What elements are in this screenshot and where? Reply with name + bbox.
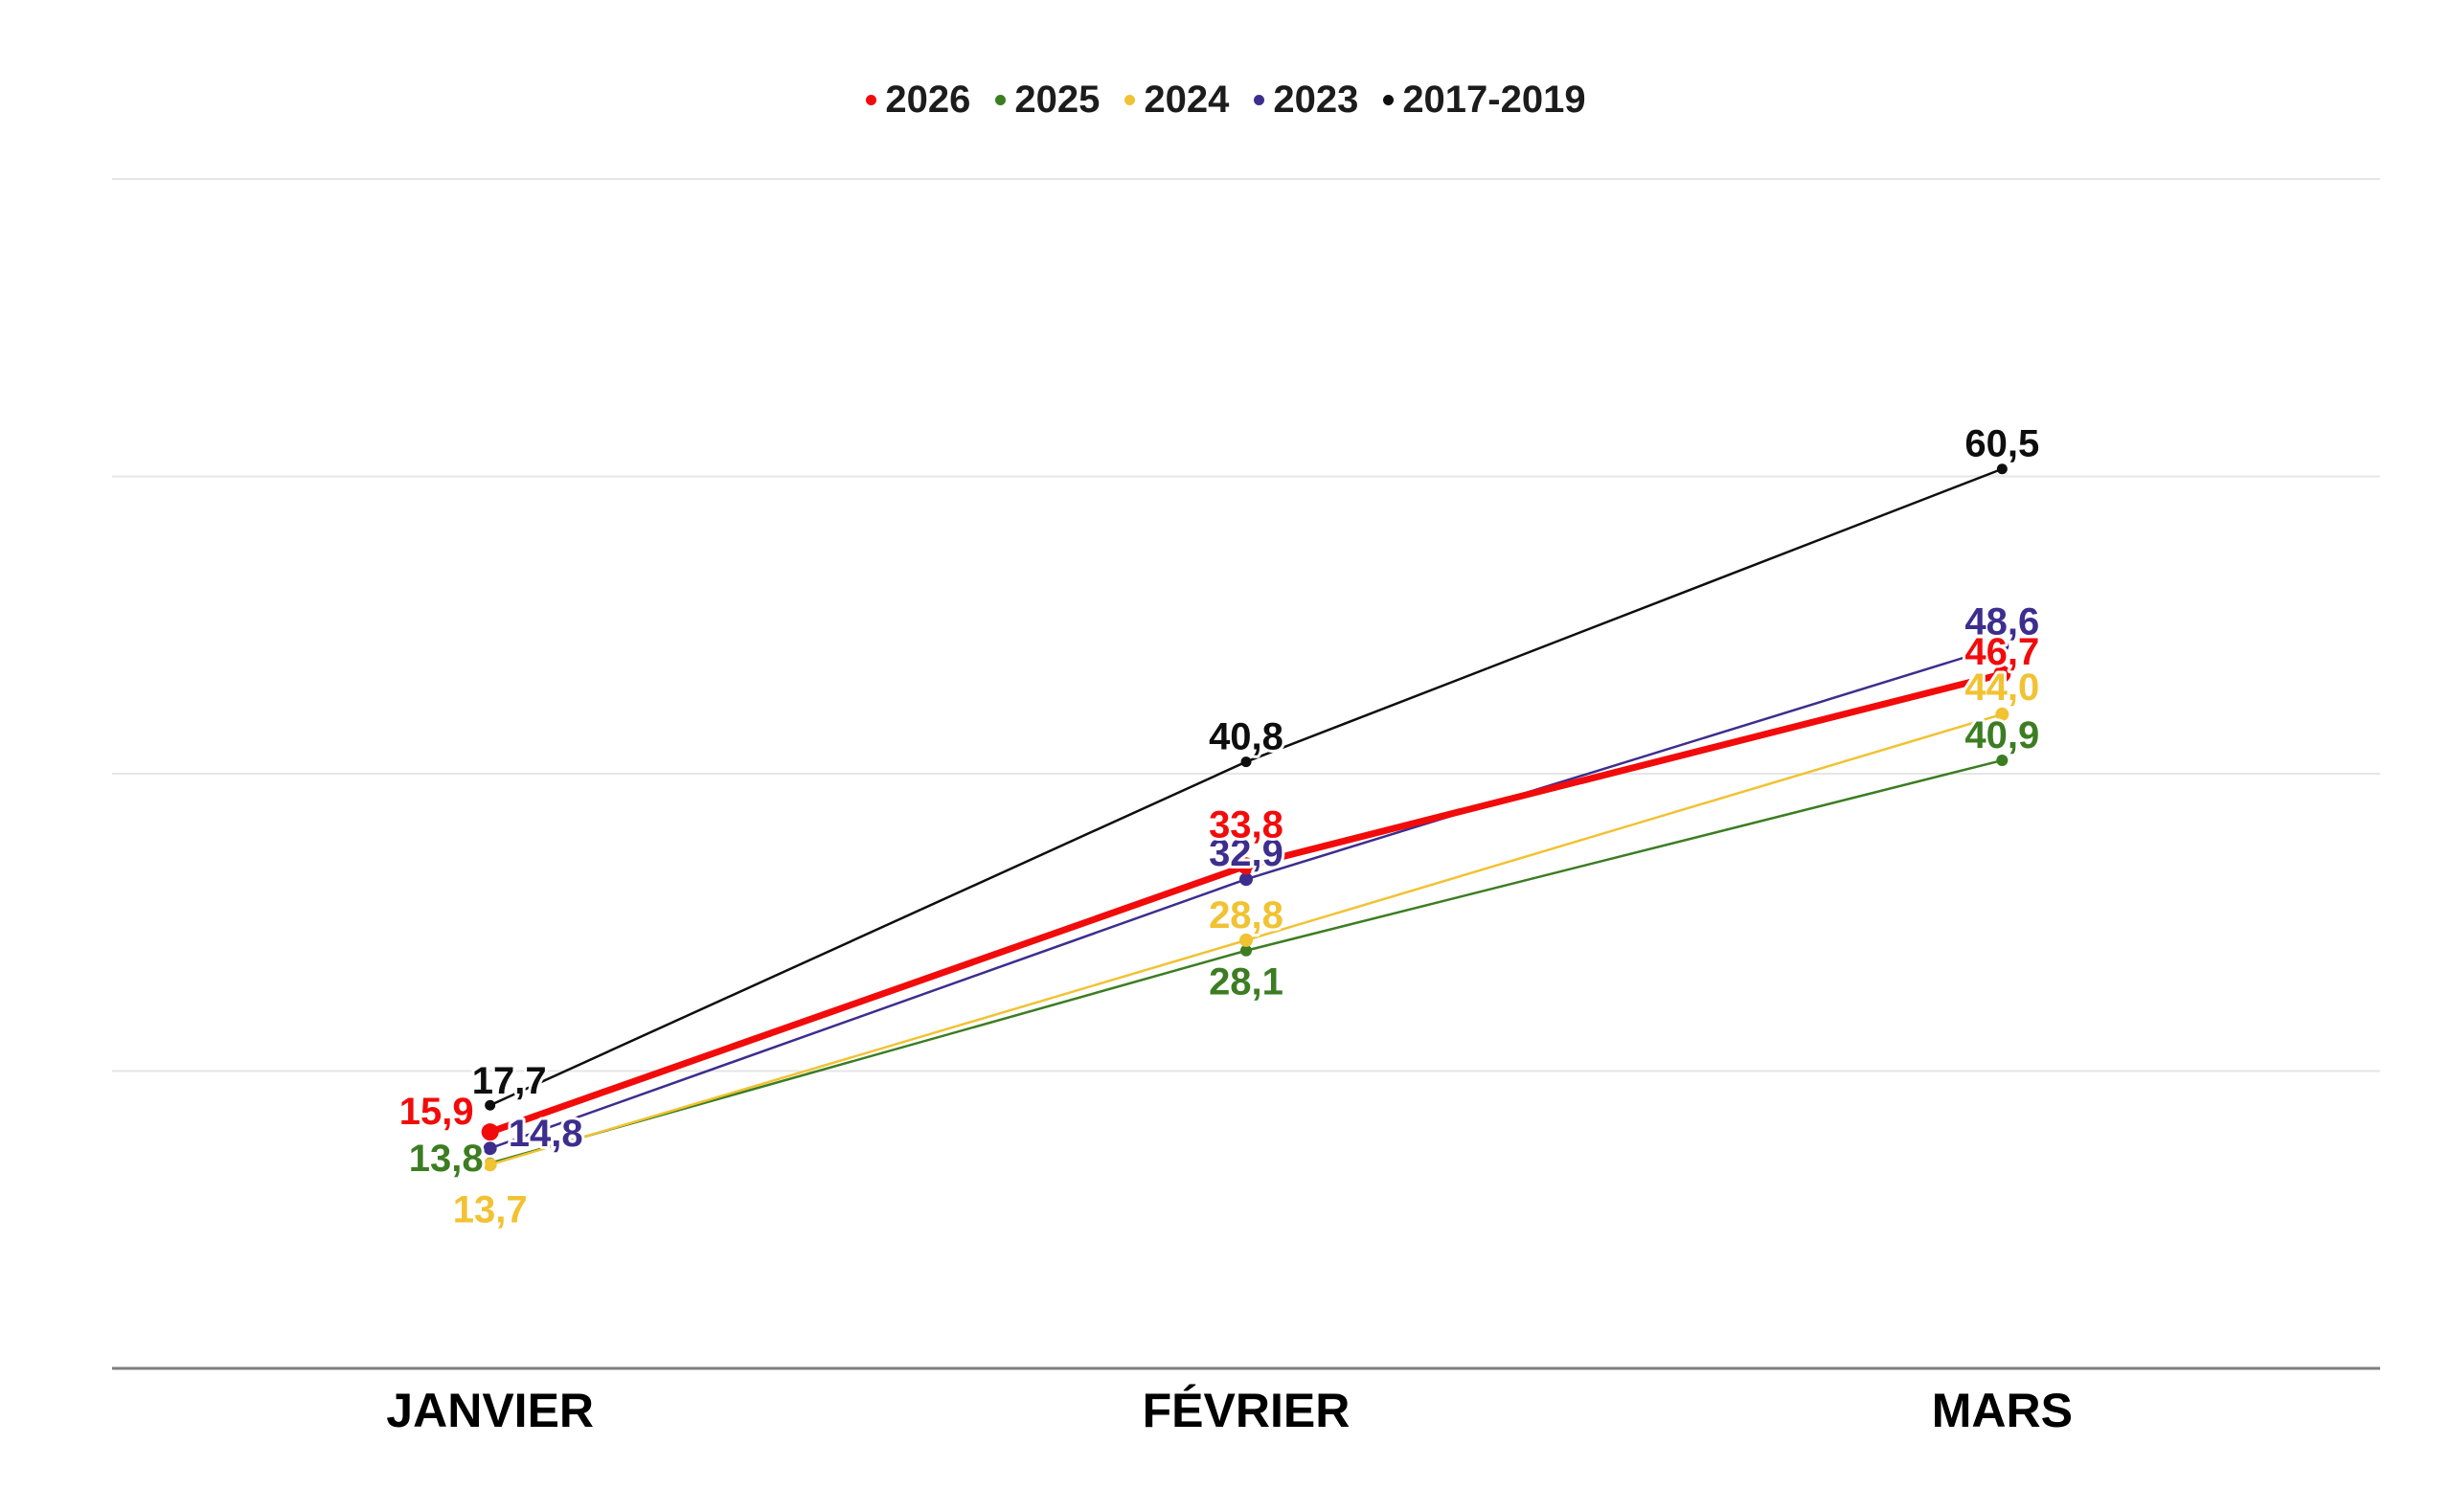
legend: 2026 2025 2024 2023 2017-2019	[0, 79, 2452, 122]
legend-item-label: 2017-2019	[1402, 79, 1586, 121]
data-point-2024-JANVIER[interactable]	[483, 1158, 497, 1172]
legend-dot-icon	[1124, 95, 1136, 105]
data-label-2023-FÉVRIER: 32,9	[1209, 832, 1283, 874]
data-point-2024-MARS[interactable]	[1995, 707, 2009, 721]
data-label-2025-MARS: 40,9	[1964, 714, 2039, 756]
legend-item-label: 2026	[885, 79, 971, 121]
data-label-2023-JANVIER: 14,8	[509, 1113, 583, 1155]
data-label-2017-2019-MARS: 60,5	[1964, 423, 2039, 465]
legend-item-2017-2019[interactable]: 2017-2019	[1383, 79, 1586, 122]
legend-item-2023[interactable]: 2023	[1254, 79, 1358, 122]
data-point-2026-MARS[interactable]	[1993, 665, 2011, 683]
data-label-2026-MARS: 46,7	[1964, 631, 2039, 673]
data-label-2017-2019-FÉVRIER: 40,8	[1209, 716, 1283, 758]
data-label-2025-JANVIER: 13,8	[409, 1138, 484, 1180]
legend-dot-icon	[995, 95, 1007, 105]
legend-item-2026[interactable]: 2026	[866, 79, 970, 122]
data-label-2017-2019-JANVIER: 17,7	[472, 1060, 547, 1102]
legend-item-label: 2024	[1144, 79, 1230, 121]
series-line-2017-2019	[489, 467, 2003, 1107]
data-label-2026-JANVIER: 15,9	[399, 1091, 474, 1133]
data-label-2025-FÉVRIER: 28,1	[1209, 961, 1283, 1004]
data-point-2023-FÉVRIER[interactable]	[1239, 872, 1253, 887]
x-axis-label-FÉVRIER: FÉVRIER	[1143, 1384, 1351, 1437]
legend-item-label: 2023	[1273, 79, 1359, 121]
data-label-2024-FÉVRIER: 28,8	[1209, 894, 1283, 937]
data-label-2024-MARS: 44,0	[1964, 666, 2039, 709]
x-axis-label-MARS: MARS	[1932, 1384, 2073, 1437]
data-point-2017-2019-FÉVRIER[interactable]	[1240, 756, 1252, 768]
data-point-2017-2019-MARS[interactable]	[1996, 463, 2008, 475]
x-axis-label-JANVIER: JANVIER	[386, 1384, 594, 1437]
data-point-2025-MARS[interactable]	[1996, 755, 2009, 767]
data-label-2026-FÉVRIER: 33,8	[1209, 803, 1283, 846]
data-point-2024-FÉVRIER[interactable]	[1239, 933, 1253, 947]
data-label-2023-MARS: 48,6	[1964, 600, 2039, 643]
data-point-2026-JANVIER[interactable]	[481, 1123, 499, 1141]
data-point-2017-2019-JANVIER[interactable]	[485, 1099, 496, 1111]
legend-dot-icon	[1254, 95, 1265, 105]
legend-item-2024[interactable]: 2024	[1124, 79, 1229, 122]
legend-item-2025[interactable]: 2025	[995, 79, 1100, 122]
data-label-2024-JANVIER: 13,7	[453, 1188, 528, 1230]
data-point-2025-FÉVRIER[interactable]	[1240, 944, 1252, 957]
data-point-2023-JANVIER[interactable]	[483, 1141, 497, 1156]
legend-dot-icon	[866, 95, 877, 105]
legend-dot-icon	[1383, 95, 1395, 105]
data-point-2023-MARS[interactable]	[1995, 639, 2009, 653]
data-point-2026-FÉVRIER[interactable]	[1237, 857, 1255, 875]
legend-item-label: 2025	[1014, 79, 1101, 121]
